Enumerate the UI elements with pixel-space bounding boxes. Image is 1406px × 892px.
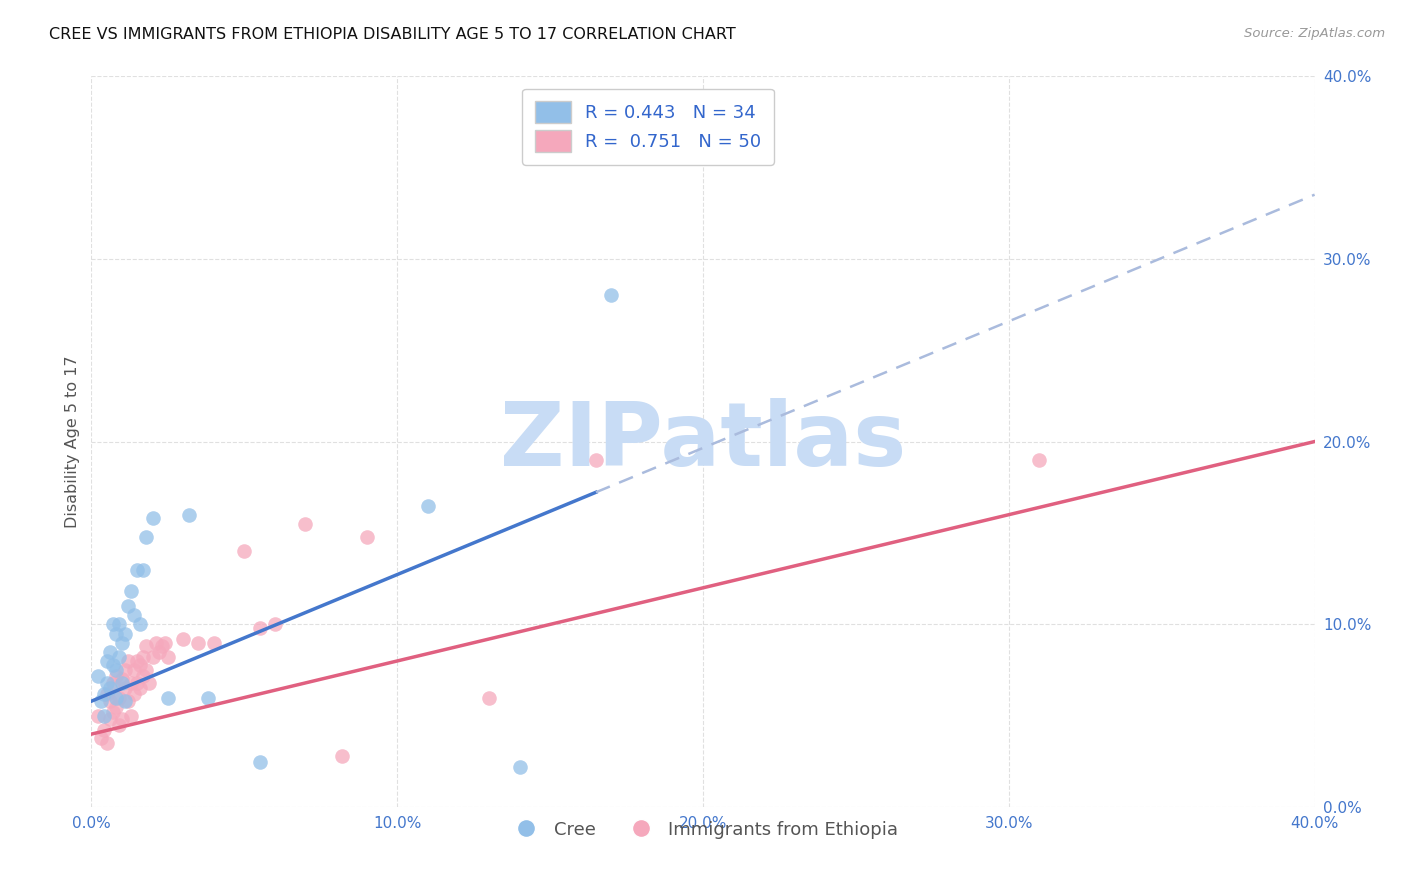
Point bbox=[129, 657, 152, 672]
Point bbox=[135, 530, 157, 544]
Point bbox=[111, 635, 134, 649]
Text: Source: ZipAtlas.com: Source: ZipAtlas.com bbox=[1244, 27, 1385, 40]
Point bbox=[127, 654, 149, 668]
Point bbox=[179, 508, 201, 522]
Point bbox=[117, 654, 139, 668]
Legend: Cree, Immigrants from Ethiopia: Cree, Immigrants from Ethiopia bbox=[501, 814, 905, 846]
Point bbox=[96, 676, 118, 690]
Point bbox=[132, 563, 155, 577]
Point bbox=[117, 694, 139, 708]
Point bbox=[509, 760, 531, 774]
Point bbox=[249, 755, 271, 769]
Point bbox=[90, 694, 112, 708]
Point bbox=[600, 288, 623, 302]
Point bbox=[153, 635, 176, 649]
Point bbox=[104, 690, 127, 705]
Point bbox=[111, 713, 134, 727]
Point bbox=[114, 663, 136, 677]
Point bbox=[104, 626, 127, 640]
Point bbox=[93, 723, 115, 738]
Point bbox=[132, 668, 155, 682]
Point bbox=[416, 499, 439, 513]
Point bbox=[98, 694, 121, 708]
Point bbox=[141, 511, 163, 525]
Point bbox=[104, 663, 127, 677]
Point bbox=[129, 681, 152, 696]
Point bbox=[96, 687, 118, 701]
Text: ZIPatlas: ZIPatlas bbox=[501, 398, 905, 485]
Point bbox=[108, 617, 131, 632]
Point bbox=[98, 713, 121, 727]
Point bbox=[294, 516, 316, 531]
Point bbox=[122, 608, 145, 623]
Point bbox=[120, 584, 142, 599]
Point bbox=[172, 632, 194, 646]
Point bbox=[108, 718, 131, 732]
Point bbox=[135, 640, 157, 654]
Point bbox=[120, 676, 142, 690]
Point bbox=[138, 676, 160, 690]
Point bbox=[233, 544, 256, 558]
Point bbox=[141, 650, 163, 665]
Point bbox=[111, 673, 134, 687]
Point bbox=[127, 676, 149, 690]
Point bbox=[478, 690, 501, 705]
Point bbox=[104, 699, 127, 714]
Point bbox=[150, 640, 173, 654]
Point bbox=[148, 645, 170, 659]
Point bbox=[145, 635, 167, 649]
Point bbox=[132, 650, 155, 665]
Point bbox=[108, 650, 131, 665]
Point bbox=[114, 626, 136, 640]
Point bbox=[101, 676, 124, 690]
Point bbox=[330, 749, 353, 764]
Point bbox=[202, 635, 225, 649]
Point bbox=[98, 645, 121, 659]
Point bbox=[93, 708, 115, 723]
Point bbox=[249, 621, 271, 635]
Point bbox=[108, 690, 131, 705]
Text: CREE VS IMMIGRANTS FROM ETHIOPIA DISABILITY AGE 5 TO 17 CORRELATION CHART: CREE VS IMMIGRANTS FROM ETHIOPIA DISABIL… bbox=[49, 27, 735, 42]
Point bbox=[135, 663, 157, 677]
Point bbox=[111, 676, 134, 690]
Point bbox=[86, 668, 108, 682]
Point bbox=[90, 731, 112, 745]
Point bbox=[86, 708, 108, 723]
Point bbox=[96, 654, 118, 668]
Point bbox=[356, 530, 378, 544]
Point bbox=[114, 681, 136, 696]
Y-axis label: Disability Age 5 to 17: Disability Age 5 to 17 bbox=[65, 355, 80, 528]
Point bbox=[129, 617, 152, 632]
Point bbox=[101, 657, 124, 672]
Point bbox=[117, 599, 139, 614]
Point bbox=[114, 694, 136, 708]
Point bbox=[197, 690, 219, 705]
Point bbox=[101, 705, 124, 719]
Point bbox=[101, 617, 124, 632]
Point bbox=[96, 736, 118, 750]
Point bbox=[585, 453, 607, 467]
Point bbox=[98, 681, 121, 696]
Point bbox=[1028, 453, 1050, 467]
Point bbox=[156, 650, 179, 665]
Point bbox=[264, 617, 287, 632]
Point bbox=[156, 690, 179, 705]
Point bbox=[93, 687, 115, 701]
Point bbox=[122, 663, 145, 677]
Point bbox=[104, 668, 127, 682]
Point bbox=[127, 563, 149, 577]
Point bbox=[187, 635, 209, 649]
Point bbox=[122, 687, 145, 701]
Point bbox=[120, 708, 142, 723]
